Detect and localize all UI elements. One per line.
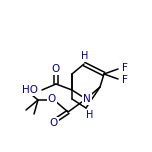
Text: H: H	[81, 51, 89, 61]
Text: F: F	[122, 63, 128, 73]
Text: O: O	[48, 94, 56, 104]
Text: O: O	[52, 64, 60, 74]
Text: N: N	[83, 94, 91, 104]
Text: H: H	[86, 110, 94, 120]
Text: O: O	[50, 118, 58, 128]
Text: HO: HO	[22, 85, 38, 95]
Text: F: F	[122, 75, 128, 85]
